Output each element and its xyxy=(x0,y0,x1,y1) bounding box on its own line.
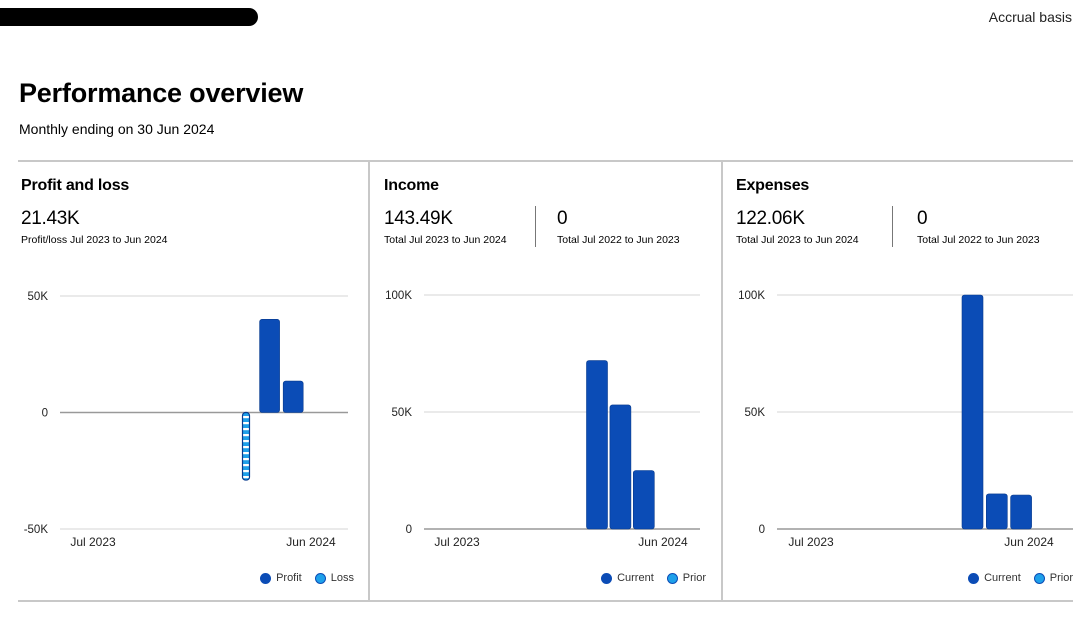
income-prior-total-value: 0 xyxy=(557,208,568,229)
page-title: Performance overview xyxy=(19,78,304,108)
x-tick-label: Jul 2023 xyxy=(434,535,480,549)
metric-separator xyxy=(535,206,536,247)
redacted-organisation-name xyxy=(0,8,258,26)
legend-item-current[interactable]: Current xyxy=(601,572,654,584)
legend-item-current[interactable]: Current xyxy=(968,572,1021,584)
expenses-legend: Current Prior xyxy=(968,572,1073,584)
expenses-panel[interactable]: Expenses 122.06K Total Jul 2023 to Jun 2… xyxy=(723,161,1075,601)
expenses-prior-total-value: 0 xyxy=(917,208,928,229)
x-tick-label: Jul 2023 xyxy=(70,535,116,549)
y-tick-label: 100K xyxy=(385,290,412,302)
x-tick-label: Jun 2024 xyxy=(1004,535,1054,549)
legend-label: Profit xyxy=(276,572,302,584)
profit-loss-total-value: 21.43K xyxy=(21,208,80,229)
panel-title: Income xyxy=(384,177,439,194)
panel-divider-1 xyxy=(368,161,370,601)
expenses-current-total-value: 122.06K xyxy=(736,208,805,229)
income-prior-total-label: Total Jul 2022 to Jun 2023 xyxy=(557,234,680,246)
expenses-current-total-label: Total Jul 2023 to Jun 2024 xyxy=(736,234,859,246)
bar-current-jan-2024[interactable] xyxy=(985,493,1008,530)
expenses-chart[interactable]: 0 50K 100K Jul 2023 Jun 2024 xyxy=(723,161,1075,561)
bar-profit-feb-2024[interactable] xyxy=(282,380,304,413)
current-dot-icon xyxy=(968,572,980,584)
expenses-prior-total-label: Total Jul 2022 to Jun 2023 xyxy=(917,234,1040,246)
profit-loss-total-label: Profit/loss Jul 2023 to Jun 2024 xyxy=(21,234,168,246)
panel-divider-2 xyxy=(721,161,723,601)
legend-label: Current xyxy=(617,572,654,584)
accounting-basis-label: Accrual basis xyxy=(988,9,1072,25)
y-tick-label: 0 xyxy=(406,524,412,536)
legend-label: Current xyxy=(984,572,1021,584)
prior-dot-icon xyxy=(666,572,678,584)
bar-current-jan-2024[interactable] xyxy=(609,404,632,530)
prior-dot-icon xyxy=(1033,572,1045,584)
y-tick-label: 50K xyxy=(745,407,766,419)
panel-title: Profit and loss xyxy=(21,177,130,194)
y-tick-label: 100K xyxy=(738,290,765,302)
y-tick-label: 0 xyxy=(759,524,765,536)
y-tick-label: 50K xyxy=(28,291,49,303)
legend-label: Loss xyxy=(330,572,354,584)
legend-label: Prior xyxy=(682,572,706,584)
y-tick-label: -50K xyxy=(24,524,49,536)
bar-current-dec-2023[interactable] xyxy=(961,294,984,530)
x-tick-label: Jun 2024 xyxy=(286,535,336,549)
bar-current-feb-2024[interactable] xyxy=(632,470,655,530)
bar-current-feb-2024[interactable] xyxy=(1010,494,1032,530)
y-tick-label: 0 xyxy=(42,408,48,420)
income-chart[interactable]: 0 50K 100K Jul 2023 Jun 2024 xyxy=(370,161,721,561)
profit-and-loss-chart[interactable]: -50K 0 50K Jul 2023 Jun 2024 xyxy=(18,161,368,561)
panel-title: Expenses xyxy=(736,177,810,194)
current-dot-icon xyxy=(601,572,613,584)
panels-bottom-divider xyxy=(18,600,1073,602)
loss-dot-icon xyxy=(314,572,326,584)
page-subtitle: Monthly ending on 30 Jun 2024 xyxy=(19,121,215,137)
y-tick-label: 50K xyxy=(392,407,413,419)
income-current-total-label: Total Jul 2023 to Jun 2024 xyxy=(384,234,507,246)
panels-top-divider xyxy=(18,160,1073,162)
bar-loss-dec-2023[interactable] xyxy=(241,411,251,481)
profit-dot-icon xyxy=(260,572,272,584)
x-tick-label: Jul 2023 xyxy=(788,535,834,549)
income-panel[interactable]: Income 143.49K Total Jul 2023 to Jun 202… xyxy=(370,161,721,601)
legend-label: Prior xyxy=(1049,572,1073,584)
legend-item-prior[interactable]: Prior xyxy=(666,572,706,584)
legend-item-profit[interactable]: Profit xyxy=(260,572,302,584)
bar-current-dec-2023[interactable] xyxy=(586,360,608,530)
profit-and-loss-panel[interactable]: Profit and loss 21.43K Profit/loss Jul 2… xyxy=(18,161,368,601)
income-legend: Current Prior xyxy=(601,572,706,584)
x-tick-label: Jun 2024 xyxy=(638,535,688,549)
profit-and-loss-legend: Profit Loss xyxy=(260,572,354,584)
bar-profit-jan-2024[interactable] xyxy=(259,319,280,413)
income-current-total-value: 143.49K xyxy=(384,208,453,229)
metric-separator xyxy=(892,206,893,247)
legend-item-prior[interactable]: Prior xyxy=(1033,572,1073,584)
legend-item-loss[interactable]: Loss xyxy=(314,572,354,584)
